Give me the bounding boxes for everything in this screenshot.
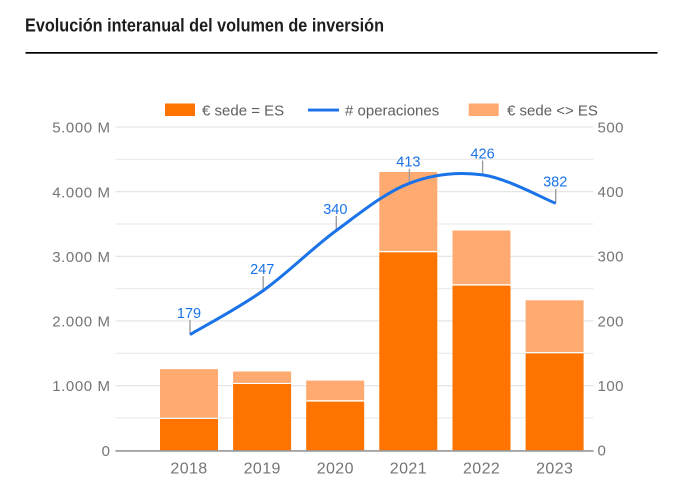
svg-text:500: 500	[598, 119, 625, 136]
svg-text:2021: 2021	[390, 461, 427, 478]
svg-text:2018: 2018	[170, 461, 207, 478]
svg-text:2019: 2019	[244, 461, 281, 478]
svg-text:200: 200	[598, 313, 625, 330]
svg-text:413: 413	[396, 155, 420, 171]
svg-text:400: 400	[598, 184, 625, 201]
svg-text:300: 300	[598, 249, 625, 266]
svg-text:179: 179	[177, 306, 201, 322]
svg-text:# operaciones: # operaciones	[345, 102, 439, 119]
svg-text:2.000 M: 2.000 M	[52, 314, 110, 331]
svg-text:Evolución interanual del volum: Evolución interanual del volumen de inve…	[25, 15, 384, 35]
svg-text:3.000 M: 3.000 M	[52, 249, 110, 266]
svg-text:5.000 M: 5.000 M	[52, 120, 110, 137]
svg-text:0: 0	[102, 443, 111, 460]
svg-text:2023: 2023	[536, 461, 573, 478]
svg-text:340: 340	[323, 202, 347, 218]
svg-text:0: 0	[598, 443, 607, 460]
svg-text:€ sede <> ES: € sede <> ES	[507, 102, 598, 119]
svg-text:247: 247	[250, 262, 274, 278]
svg-text:2020: 2020	[317, 461, 354, 478]
svg-text:1.000 M: 1.000 M	[52, 378, 110, 395]
svg-text:426: 426	[470, 146, 494, 162]
svg-text:2022: 2022	[463, 461, 500, 478]
svg-text:€ sede = ES: € sede = ES	[202, 102, 284, 119]
svg-text:100: 100	[598, 378, 625, 395]
svg-text:382: 382	[543, 175, 567, 191]
svg-text:4.000 M: 4.000 M	[52, 184, 110, 201]
